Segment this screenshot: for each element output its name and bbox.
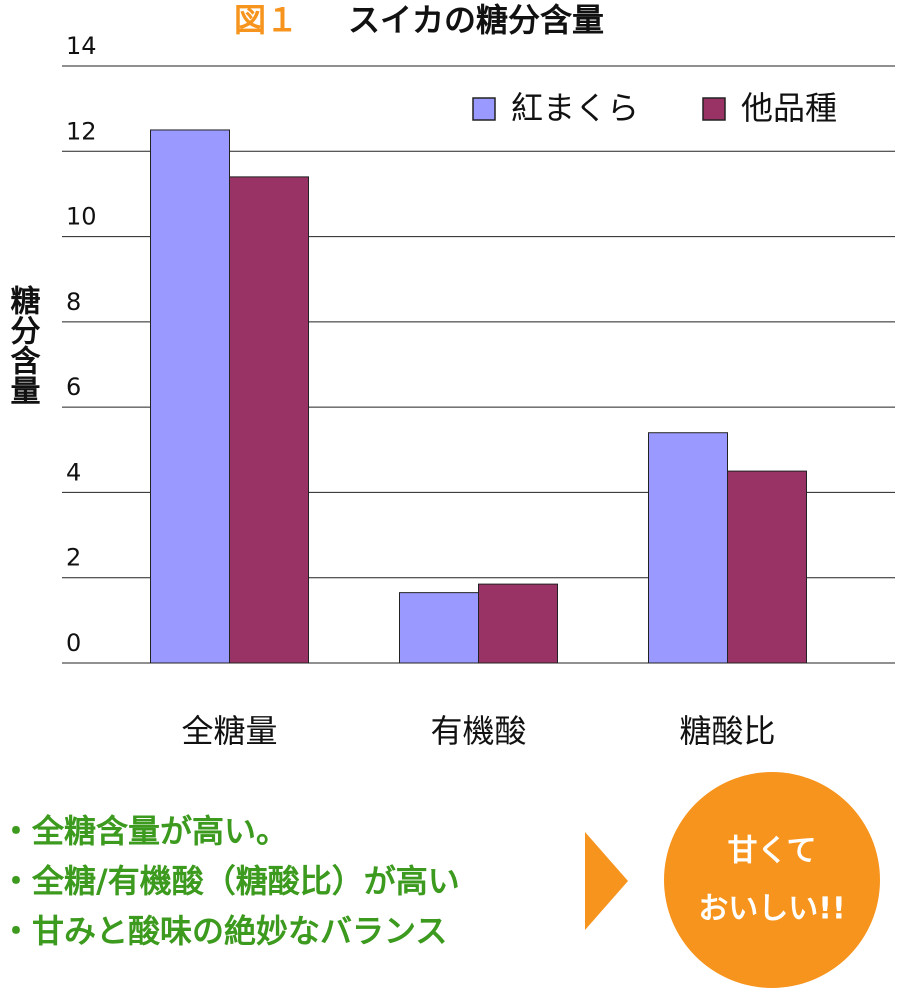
note: ・全糖含量が高い。	[0, 812, 288, 850]
bar	[727, 470, 807, 664]
bar	[150, 129, 230, 664]
legend-label: 紅まくら	[511, 89, 639, 127]
y-tick-label: 12	[66, 117, 97, 145]
chart-title: スイカの糖分含量	[348, 1, 604, 39]
y-tick-label: 10	[66, 203, 97, 231]
figure-label: 図１	[234, 1, 298, 39]
conclusion-text: おいしい!!	[698, 892, 845, 927]
y-tick-label: 6	[66, 373, 81, 401]
bar	[478, 583, 558, 664]
y-tick-label: 2	[66, 544, 81, 572]
conclusion-circle	[664, 772, 880, 988]
legend-swatch	[702, 97, 726, 121]
x-tick-label: 糖酸比	[679, 712, 775, 750]
legend-label: 他品種	[741, 89, 837, 127]
arrow	[585, 832, 628, 930]
y-axis-label: 糖分含量	[5, 285, 41, 405]
bar	[229, 176, 309, 664]
legend-swatch	[472, 97, 496, 121]
y-tick-label: 14	[66, 32, 97, 60]
conclusion-text: 甘くて	[727, 834, 816, 869]
x-tick-label: 全糖量	[181, 712, 277, 750]
x-tick-label: 有機酸	[430, 712, 526, 750]
y-tick-label: 0	[66, 629, 81, 657]
bar	[648, 432, 728, 664]
bar	[399, 592, 479, 664]
y-tick-label: 8	[66, 288, 81, 316]
y-tick-label: 4	[66, 458, 81, 486]
note: ・甘みと酸味の絶妙なバランス	[0, 912, 447, 950]
note: ・全糖/有機酸（糖酸比）が高い	[0, 862, 460, 900]
